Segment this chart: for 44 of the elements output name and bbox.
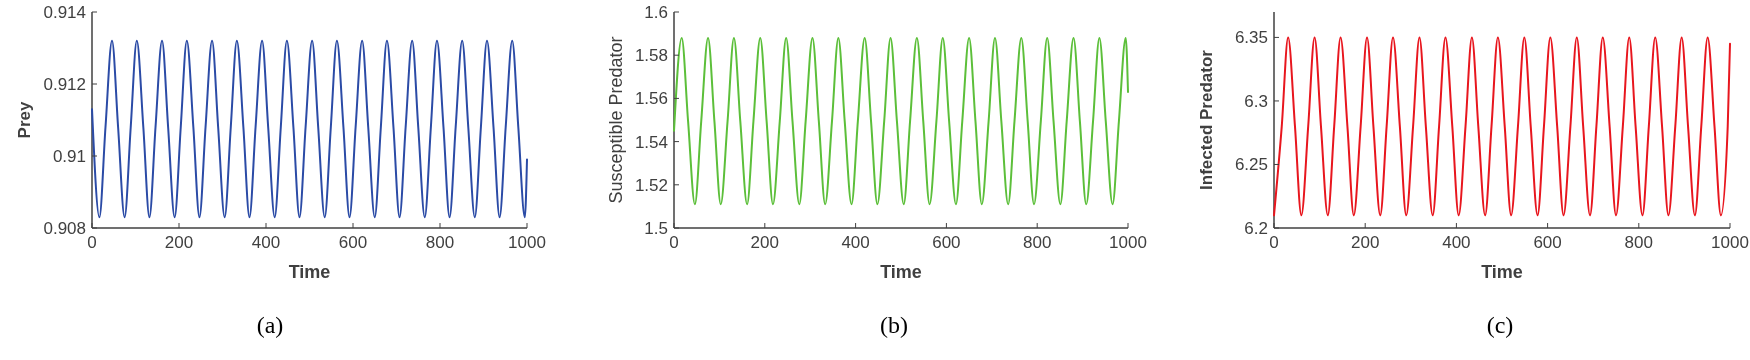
x-axis-title: Time xyxy=(1481,262,1523,282)
y-tick-label: 0.912 xyxy=(43,74,86,94)
x-axis-title: Time xyxy=(288,262,331,282)
y-tick-label: 0.908 xyxy=(43,218,86,238)
y-axis-title: Prey xyxy=(15,101,34,139)
x-tick-label: 400 xyxy=(251,233,281,252)
y-tick-label: 1.5 xyxy=(644,218,668,238)
text: (c) xyxy=(1486,312,1514,338)
text: (a) xyxy=(256,312,284,338)
y-tick-label: 0.914 xyxy=(43,2,86,22)
y-tick-label: 6.25 xyxy=(1234,155,1268,175)
y-tick-label: 1.56 xyxy=(634,89,668,109)
x-tick-label: 200 xyxy=(1351,233,1380,252)
y-tick-label: 1.54 xyxy=(634,132,668,152)
x-tick-label: 400 xyxy=(841,233,870,252)
x-tick-label: 200 xyxy=(750,233,779,252)
x-tick-label: 0 xyxy=(1269,233,1279,252)
x-tick-label: 600 xyxy=(932,233,961,252)
line-series xyxy=(673,36,1129,206)
y-axis-title: Infected Predator xyxy=(1197,49,1216,190)
x-tick-label: 1000 xyxy=(508,233,546,252)
x-tick-label: 1000 xyxy=(1711,233,1749,252)
x-tick-label: 600 xyxy=(338,233,368,252)
y-tick-label: 6.3 xyxy=(1244,91,1268,111)
x-axis-title: Time xyxy=(880,262,922,282)
x-tick-label: 200 xyxy=(164,233,194,252)
x-tick-label: 0 xyxy=(87,233,97,252)
y-tick-label: 1.6 xyxy=(644,2,668,22)
y-axis-title: Susceptible Predator xyxy=(606,36,626,204)
x-tick-label: 800 xyxy=(1624,233,1653,252)
x-tick-label: 600 xyxy=(1533,233,1562,252)
x-tick-label: 800 xyxy=(1023,233,1052,252)
y-tick-label: 6.2 xyxy=(1244,218,1268,238)
y-tick-label: 1.58 xyxy=(634,46,668,66)
x-tick-label: 0 xyxy=(669,233,679,252)
line-series xyxy=(1273,36,1731,217)
x-tick-label: 1000 xyxy=(1109,233,1147,252)
y-tick-label: 1.52 xyxy=(634,175,668,195)
y-tick-label: 0.91 xyxy=(52,146,86,166)
line-series xyxy=(91,39,528,219)
text: (b) xyxy=(880,312,908,338)
x-tick-label: 800 xyxy=(425,233,455,252)
x-tick-label: 400 xyxy=(1442,233,1471,252)
y-tick-label: 6.35 xyxy=(1234,28,1268,48)
